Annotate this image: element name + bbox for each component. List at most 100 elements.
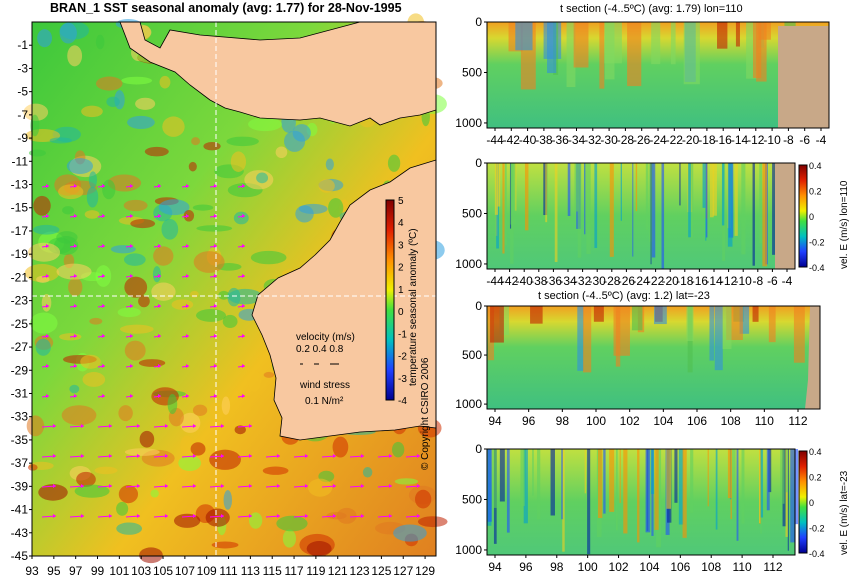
wind-vector-head — [102, 364, 105, 368]
wind-vector-head — [130, 334, 133, 338]
panel1-streak — [651, 22, 661, 65]
panel2-y-tick-label: 500 — [462, 206, 482, 220]
panel4-streak — [780, 449, 783, 513]
panel2-streak — [727, 163, 733, 247]
main-y-tick-label: -15 — [11, 201, 29, 215]
panel4-y-tick-label: 1000 — [455, 543, 482, 557]
panel2-streak — [651, 163, 656, 258]
wind-vector-head — [158, 394, 161, 398]
panel2-x-tick-label: -30 — [589, 274, 607, 288]
wind-vector-head — [214, 274, 217, 278]
wind-vector-head — [193, 424, 196, 428]
wind-vector-head — [389, 514, 392, 518]
panel4-streak — [782, 449, 785, 504]
main-x-tick-label: 123 — [350, 564, 370, 578]
wind-vector-head — [186, 184, 189, 188]
panel2-x-tick-label: -20 — [662, 274, 680, 288]
panel4-x-tick-label: 108 — [701, 560, 721, 574]
sst-anomaly-patch — [248, 117, 282, 132]
wind-vector-head — [417, 514, 420, 518]
wind-vector-head — [137, 514, 140, 518]
panel1-streak — [604, 22, 622, 64]
panel4-streak — [727, 449, 732, 499]
sst-anomaly-patch — [308, 478, 333, 497]
wind-vector-head — [81, 424, 84, 428]
panel4-streak — [584, 449, 587, 494]
panel4-streak — [682, 449, 687, 538]
wind-vector-head — [186, 364, 189, 368]
panel3-streak — [714, 306, 723, 371]
panel4-streak — [645, 449, 651, 533]
sst-anomaly-patch — [49, 137, 72, 144]
panel1-streak — [756, 22, 767, 82]
panel2-streak — [545, 163, 548, 223]
main-x-tick-label: 117 — [284, 564, 303, 578]
sst-anomaly-patch — [250, 250, 287, 265]
panel2-streak — [705, 163, 707, 241]
wind-vector-head — [130, 274, 133, 278]
sst-anomaly-patch — [188, 161, 197, 172]
sst-anomaly-patch — [59, 22, 77, 44]
wind-vector-head — [193, 514, 196, 518]
panel1-x-tick-label: -44 — [486, 133, 504, 147]
panel2-streak — [609, 163, 614, 257]
wind-vector-head — [165, 454, 168, 458]
sst-anomaly-patch — [23, 103, 49, 121]
sst-anomaly-patch — [123, 253, 146, 266]
main-y-tick-label: -37 — [11, 456, 29, 470]
panel1-x-tick-label: -34 — [568, 133, 586, 147]
sst-anomaly-patch — [209, 402, 219, 417]
sst-anomaly-patch — [38, 484, 68, 501]
panel1-x-tick-label: -28 — [617, 133, 635, 147]
sst-anomaly-patch — [123, 199, 148, 212]
sst-anomaly-patch — [196, 308, 227, 322]
panel2-streak — [504, 163, 507, 246]
wind-vector-head — [333, 514, 336, 518]
panel4-x-tick-label: 100 — [578, 560, 598, 574]
wind-vector-head — [53, 514, 56, 518]
panel2-streak — [632, 163, 634, 257]
panel2-y-tick-label: 0 — [475, 156, 482, 170]
panel3-x-tick-label: 98 — [556, 414, 570, 428]
panel4-streak — [603, 449, 606, 514]
panel3-x-tick-label: 102 — [620, 414, 640, 428]
panel1-x-tick-label: -24 — [649, 133, 667, 147]
panel1-streak — [717, 22, 728, 49]
panel4-colorbar-tick-label: 0.2 — [809, 473, 822, 483]
sst-anomaly-patch — [190, 290, 199, 298]
wind-vector-head — [53, 424, 56, 428]
wind-vector-head — [102, 334, 105, 338]
wind-vector-head — [109, 514, 112, 518]
sst-anomaly-patch — [171, 299, 194, 310]
wind-vector-head — [165, 514, 168, 518]
panel3-streak — [615, 306, 621, 367]
panel3-streak — [722, 306, 732, 349]
wind-vector-head — [46, 214, 49, 218]
panel1-x-tick-label: -32 — [584, 133, 602, 147]
main-y-tick-label: -45 — [11, 549, 29, 563]
wind-vector-head — [249, 484, 252, 488]
wind-vector-head — [74, 244, 77, 248]
panel4-streak — [707, 449, 709, 507]
wind-vector-head — [186, 394, 189, 398]
sst-anomaly-patch — [362, 467, 373, 478]
main-x-tick-label: 101 — [109, 564, 129, 578]
panel2-x-tick-label: -6 — [767, 274, 778, 288]
panel3-streak — [499, 306, 510, 336]
panel4-colorbar — [798, 450, 808, 554]
sst-anomaly-patch — [106, 96, 120, 108]
main-y-tick-label: -7 — [17, 108, 28, 122]
panel1-x-tick-label: -20 — [682, 133, 700, 147]
wind-vector-head — [137, 454, 140, 458]
wind-vector-head — [130, 364, 133, 368]
panel1-x-tick-label: -4 — [816, 133, 827, 147]
panel2-x-tick-label: -10 — [735, 274, 753, 288]
panel2-streak — [620, 163, 622, 221]
main-y-tick-label: -25 — [11, 317, 29, 331]
panel2-streak — [510, 163, 516, 225]
panel4-streak — [794, 449, 799, 525]
panel4-colorbar-tick-label: 0.4 — [809, 447, 822, 457]
sst-anomaly-patch — [151, 282, 176, 301]
main-x-tick-label: 125 — [371, 564, 391, 578]
sst-colorbar-tick-label: 3 — [398, 240, 404, 251]
